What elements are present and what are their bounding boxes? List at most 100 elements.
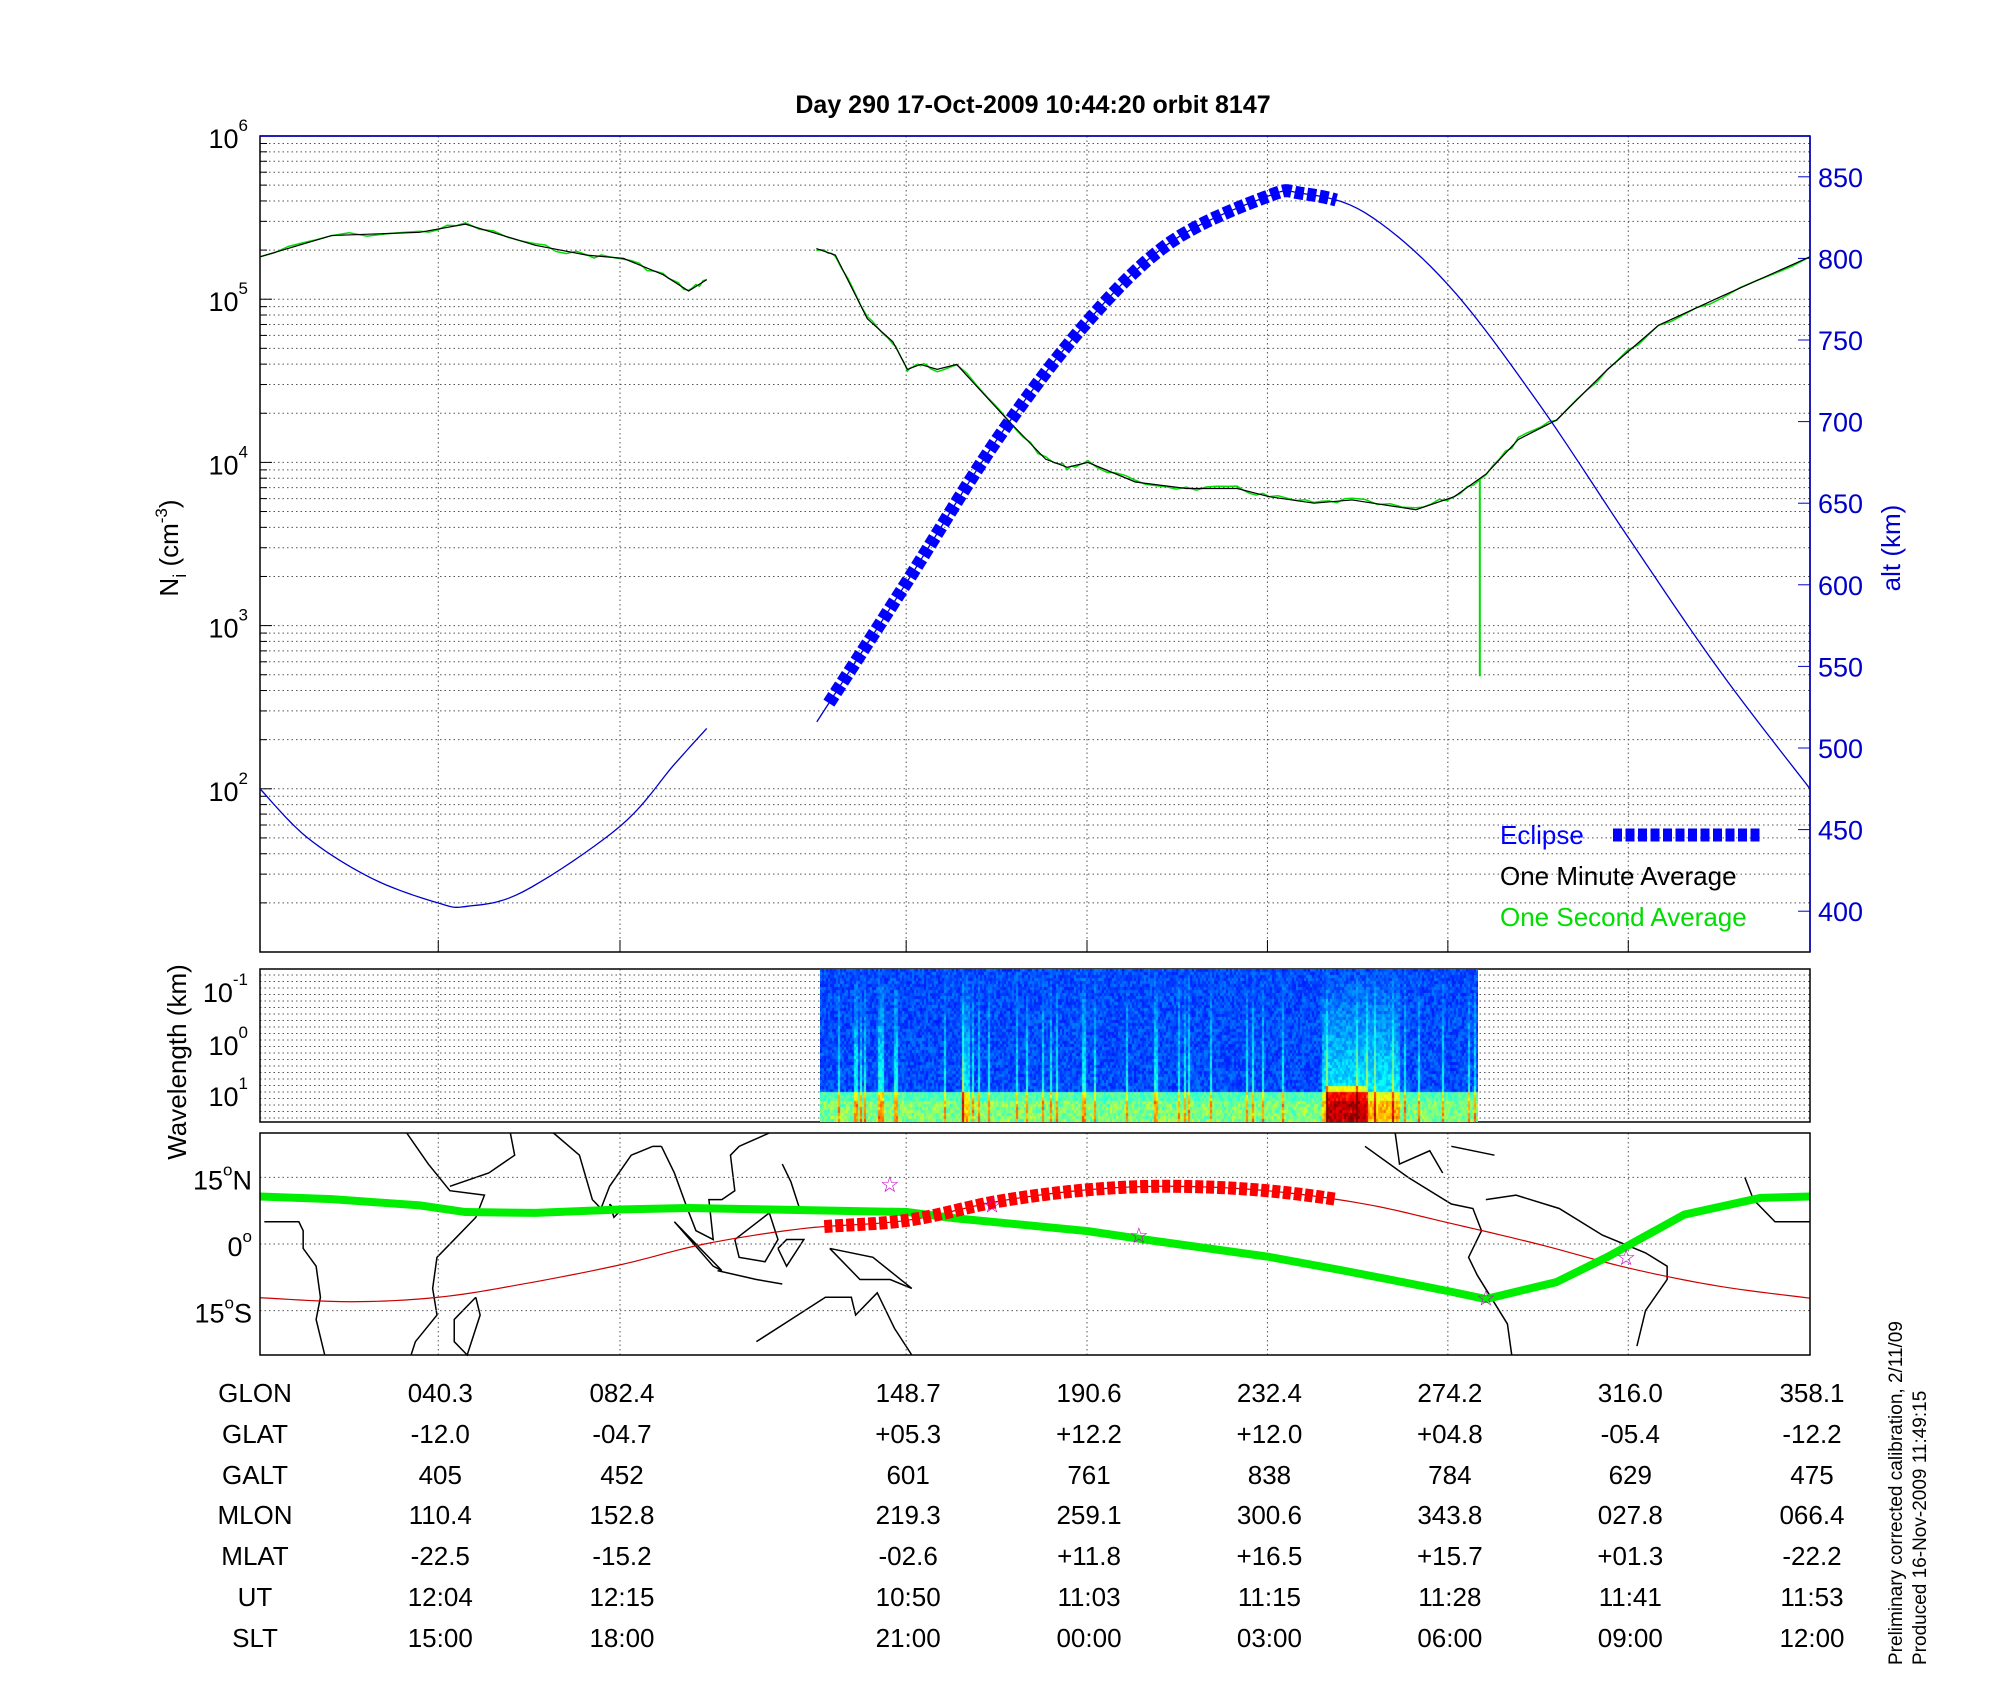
coastline (453, 1296, 481, 1357)
table-cell: 300.6 (1237, 1500, 1302, 1530)
alt-tick-label: 700 (1818, 408, 1863, 438)
table-cell: 274.2 (1417, 1378, 1482, 1408)
spectrogram-tick-label: 101 (208, 1074, 248, 1112)
table-cell: 761 (1067, 1460, 1110, 1490)
table-cell: 219.3 (876, 1500, 941, 1530)
table-cell: 06:00 (1417, 1623, 1482, 1653)
star-marker: ☆ (982, 1192, 1002, 1217)
table-cell: 10:50 (876, 1582, 941, 1612)
one-second-average-line (816, 249, 1811, 509)
star-marker: ☆ (1129, 1223, 1149, 1248)
table-cell: 11:53 (1780, 1582, 1843, 1612)
table-cell: 12:04 (408, 1582, 473, 1612)
density-ylabel: Ni (cm-3) (152, 499, 190, 596)
coastline (734, 1211, 779, 1263)
table-cell: 082.4 (589, 1378, 654, 1408)
table-cell: 066.4 (1779, 1500, 1844, 1530)
alt-tick-label: 550 (1818, 652, 1863, 682)
alt-tick-label: 450 (1818, 816, 1863, 846)
table-cell: 232.4 (1237, 1378, 1302, 1408)
table-cell: 190.6 (1056, 1378, 1121, 1408)
table-cell: 12:15 (589, 1582, 654, 1612)
table-cell: 452 (600, 1460, 643, 1490)
table-cell: 784 (1428, 1460, 1471, 1490)
table-cell: +12.0 (1237, 1419, 1303, 1449)
one-minute-average-line (259, 223, 708, 292)
table-cell: -05.4 (1601, 1419, 1660, 1449)
coastline (755, 1291, 913, 1356)
table-row-label: SLT (232, 1623, 278, 1653)
eclipse-segment (823, 184, 1338, 707)
table-cell: 629 (1609, 1460, 1652, 1490)
table-cell: 259.1 (1056, 1500, 1121, 1530)
table-row-label: GALT (222, 1460, 288, 1490)
coastline (264, 1221, 326, 1356)
coastline (449, 1132, 516, 1187)
coastline (406, 1132, 486, 1356)
table-cell: 838 (1248, 1460, 1291, 1490)
table-cell: -12.0 (411, 1419, 470, 1449)
table-cell: 358.1 (1779, 1378, 1844, 1408)
one-minute-average-line (816, 248, 1811, 511)
table-cell: +01.3 (1597, 1541, 1663, 1571)
legend-eclipse: Eclipse (1500, 820, 1584, 850)
spectrogram-tick-label: 100 (208, 1023, 248, 1061)
table-row-label: GLAT (222, 1419, 288, 1449)
table-row-label: MLAT (221, 1541, 289, 1571)
chart-title: Day 290 17-Oct-2009 10:44:20 orbit 8147 (795, 91, 1270, 119)
table-cell: 601 (886, 1460, 929, 1490)
table-cell: +16.5 (1237, 1541, 1303, 1571)
table-cell: 148.7 (876, 1378, 941, 1408)
table-cell: 03:00 (1237, 1623, 1302, 1653)
table-cell: -22.2 (1782, 1541, 1841, 1571)
table-cell: +12.2 (1056, 1419, 1122, 1449)
table-cell: 11:15 (1238, 1582, 1301, 1612)
star-marker: ☆ (880, 1172, 900, 1197)
table-cell: -04.7 (592, 1419, 651, 1449)
coastline (673, 1221, 723, 1272)
y-tick-label: 103 (208, 606, 248, 644)
coastline (781, 1163, 809, 1214)
table-cell: 18:00 (589, 1623, 654, 1653)
alt-tick-label: 600 (1818, 571, 1863, 601)
coastline (1451, 1145, 1495, 1156)
table-cell: 343.8 (1417, 1500, 1482, 1530)
map-frame (259, 1132, 1811, 1356)
one-second-average-line (259, 221, 707, 292)
calibration-note: Preliminary corrected calibration, 2/11/… (1886, 1321, 1907, 1665)
latitude-tick-label: 15oS (194, 1294, 252, 1329)
table-cell: 11:28 (1418, 1582, 1481, 1612)
y-tick-label: 106 (208, 116, 248, 154)
wavelength-ylabel: Wavelength (km) (162, 964, 192, 1160)
coastline (660, 1132, 770, 1241)
table-cell: -02.6 (879, 1541, 938, 1571)
table-cell: 475 (1790, 1460, 1833, 1490)
table-cell: 21:00 (876, 1623, 941, 1653)
coastline (1744, 1177, 1810, 1223)
density-panel: 102 103 104 105 106 400 450 500 550 600 650 700 750 8… (208, 116, 1863, 953)
table-row-label: MLON (217, 1500, 292, 1530)
latitude-tick-label: 0o (228, 1227, 253, 1262)
table-cell: -15.2 (592, 1541, 651, 1571)
altitude-line (259, 727, 708, 908)
y-tick-label: 104 (208, 442, 248, 480)
alt-ylabel: alt (km) (1876, 505, 1906, 592)
table-cell: 405 (419, 1460, 462, 1490)
table-cell: 12:00 (1779, 1623, 1844, 1653)
coastline (777, 1238, 806, 1268)
table-cell: 152.8 (589, 1500, 654, 1530)
table-cell: +11.8 (1057, 1541, 1121, 1571)
eclipse-ground-track (823, 1179, 1338, 1234)
table-cell: 110.4 (409, 1500, 472, 1530)
alt-tick-label: 750 (1818, 326, 1863, 356)
coastline (717, 1269, 783, 1285)
table-cell: +05.3 (875, 1419, 941, 1449)
table-cell: 15:00 (408, 1623, 473, 1653)
table-cell: 040.3 (408, 1378, 473, 1408)
legend-minute: One Minute Average (1500, 861, 1737, 891)
table-cell: 11:03 (1057, 1582, 1120, 1612)
spectrogram-image (820, 969, 1478, 1122)
table-cell: -22.5 (411, 1541, 470, 1571)
map-panel: 15oN 0o 15oS ☆ ☆ ☆ ☆ ☆ (193, 1132, 1811, 1357)
